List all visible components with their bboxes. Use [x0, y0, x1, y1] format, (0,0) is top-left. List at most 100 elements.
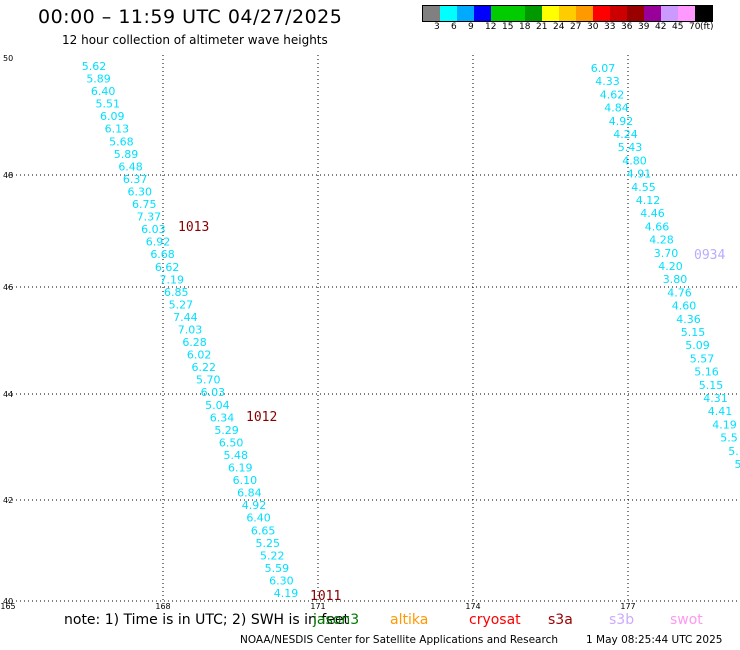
wave-height-value: 4.92 — [609, 115, 634, 128]
wave-height-value: 6.34 — [210, 411, 235, 424]
wave-height-value: 6.40 — [246, 512, 271, 525]
color-legend — [422, 5, 713, 22]
pass-time-label: 1011 — [310, 589, 341, 604]
wave-height-value: 6.30 — [269, 574, 294, 587]
wave-height-value: 5.89 — [86, 73, 111, 86]
wave-height-value: 5.25 — [255, 537, 280, 550]
wave-height-value: 7.19 — [159, 273, 184, 286]
pass-time-label: 1013 — [178, 220, 209, 235]
wave-height-value: 6.30 — [127, 185, 152, 198]
wave-height-value: 6.50 — [219, 436, 244, 449]
lat-lon-grid — [8, 55, 740, 602]
legend-label: 15 — [502, 22, 514, 32]
wave-height-value: 6.40 — [91, 85, 116, 98]
wave-height-value: 6.85 — [164, 286, 189, 299]
wave-height-value: 5.48 — [223, 449, 248, 462]
legend-label: 12 — [485, 22, 497, 32]
generation-timestamp: 1 May 08:25:44 UTC 2025 — [586, 634, 723, 646]
wave-height-value: 6.68 — [150, 248, 175, 261]
wave-height-value: 5.59 — [265, 562, 290, 575]
wave-height-value: 4.55 — [631, 181, 656, 194]
latitude-label: 50 — [3, 54, 13, 63]
wave-height-value: 5.89 — [114, 148, 139, 161]
wave-height-value: 6.48 — [118, 160, 143, 173]
legend-swatch — [593, 6, 610, 21]
wave-height-value: 6.62 — [155, 261, 180, 274]
wave-height-value: 3.70 — [654, 247, 679, 260]
legend-swatch — [423, 6, 440, 21]
legend-label: 39 — [638, 22, 650, 32]
wave-height-value: 6.37 — [123, 173, 148, 186]
legend-label: 45 — [672, 22, 684, 32]
map-subtitle: 12 hour collection of altimeter wave hei… — [62, 33, 328, 47]
legend-label: 3 — [434, 22, 440, 32]
longitude-label: 168 — [155, 602, 170, 611]
wave-height-value: 5.57 — [690, 352, 715, 365]
wave-height-value: 7.03 — [178, 324, 203, 337]
wave-height-value: 5.09 — [685, 339, 710, 352]
wave-height-tracks: 5.625.896.405.516.096.135.685.896.486.37… — [82, 60, 740, 600]
longitude-label: 174 — [465, 602, 480, 611]
legend-label: 33 — [604, 22, 616, 32]
legend-swatch — [576, 6, 593, 21]
latitude-label: 46 — [3, 283, 13, 292]
wave-height-value: 5.22 — [260, 549, 285, 562]
satellite-legend-entry: jason3 — [313, 612, 360, 628]
legend-label: 9 — [468, 22, 474, 32]
wave-height-value: 6.84 — [237, 487, 262, 500]
legend-swatch — [661, 6, 678, 21]
wave-height-value: 4.31 — [703, 392, 728, 405]
wave-height-value: 5.68 — [109, 135, 134, 148]
wave-height-value: 4.33 — [595, 75, 620, 88]
wave-height-value: 6.09 — [100, 110, 125, 123]
wave-height-value: 4.46 — [640, 207, 665, 220]
legend-swatch — [440, 6, 457, 21]
wave-height-value: 7.37 — [137, 211, 162, 224]
wave-height-value: 6.75 — [132, 198, 157, 211]
legend-label: 21 — [536, 22, 548, 32]
legend-label: 42 — [655, 22, 667, 32]
wave-height-value: 5.04 — [205, 399, 230, 412]
wave-height-value: 4.36 — [676, 313, 701, 326]
legend-swatch — [559, 6, 576, 21]
wave-height-value: 6.22 — [191, 361, 216, 374]
satellite-legend-entry: cryosat — [469, 612, 521, 628]
wave-height-value: 4.19 — [712, 418, 737, 431]
pass-time-label: 0934 — [694, 248, 725, 263]
wave-height-value: 5. — [728, 445, 739, 458]
wave-height-value: 5.15 — [699, 379, 724, 392]
latitude-label: 40 — [3, 597, 13, 606]
wave-height-value: 6.65 — [251, 524, 276, 537]
legend-label: 24 — [553, 22, 565, 32]
wave-height-value: 5.5 — [720, 432, 738, 445]
legend-swatch — [474, 6, 491, 21]
legend-label: 6 — [451, 22, 457, 32]
wave-height-value: 5.70 — [196, 374, 221, 387]
legend-swatch — [695, 6, 712, 21]
wave-height-value: 6.19 — [228, 462, 253, 475]
wave-height-value: 4.91 — [627, 168, 652, 181]
latitude-label: 48 — [3, 171, 13, 180]
wave-height-value: 3.80 — [663, 273, 688, 286]
satellite-legend-entry: s3a — [548, 612, 573, 628]
legend-label: 27 — [570, 22, 582, 32]
wave-height-value: 4.80 — [622, 154, 647, 167]
legend-swatch — [457, 6, 474, 21]
footer-note: note: 1) Time is in UTC; 2) SWH is in fe… — [64, 612, 350, 628]
wave-height-value: 5 — [735, 458, 740, 471]
longitude-label: 171 — [310, 602, 325, 611]
wave-height-value: 5.16 — [694, 366, 719, 379]
latitude-label: 42 — [3, 496, 13, 505]
wave-height-value: 4.41 — [708, 405, 733, 418]
wave-height-value: 6.92 — [146, 236, 171, 249]
wave-height-value: 4.19 — [274, 587, 299, 600]
wave-height-value: 6.10 — [233, 474, 258, 487]
satellite-legend-entry: s3b — [609, 612, 635, 628]
wave-height-value: 4.66 — [645, 220, 670, 233]
legend-label: 18 — [519, 22, 531, 32]
longitude-label: 177 — [620, 602, 635, 611]
longitude-label: 165 — [0, 602, 15, 611]
wave-height-value: 4.84 — [604, 102, 629, 115]
wave-height-value: 6.13 — [105, 123, 130, 136]
